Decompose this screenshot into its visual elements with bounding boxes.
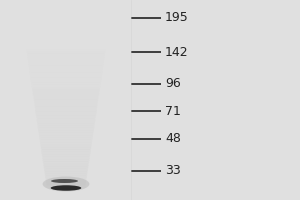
- Ellipse shape: [51, 185, 81, 191]
- Ellipse shape: [43, 176, 89, 192]
- Text: 48: 48: [165, 132, 181, 146]
- Text: 142: 142: [165, 46, 189, 58]
- Text: 195: 195: [165, 11, 189, 24]
- Text: 71: 71: [165, 105, 181, 118]
- Ellipse shape: [51, 179, 78, 183]
- Text: 96: 96: [165, 77, 181, 90]
- Text: 33: 33: [165, 164, 181, 178]
